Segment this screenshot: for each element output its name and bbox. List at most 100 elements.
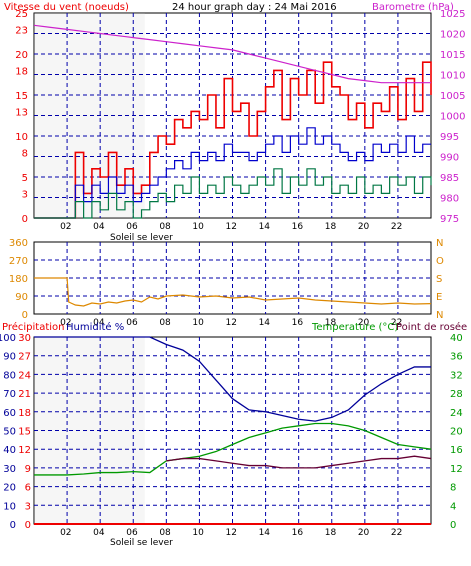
pressure-tick-label: 985 bbox=[440, 173, 459, 184]
precipitation-tick-label: 21 bbox=[18, 389, 31, 400]
wind-speed-tick-label: 0 bbox=[22, 214, 28, 225]
hour-tick-label: 14 bbox=[259, 222, 271, 232]
precipitation-tick-label: 12 bbox=[18, 445, 31, 456]
temperature-tick-label: 16 bbox=[450, 445, 463, 456]
hour-tick-label: 20 bbox=[358, 528, 370, 538]
humidity-axis-title: Humidité % bbox=[66, 321, 124, 333]
pressure-series bbox=[33, 24, 431, 84]
hour-tick-label: 18 bbox=[325, 222, 337, 232]
hour-tick-label: 22 bbox=[391, 222, 402, 232]
hour-tick-label: 18 bbox=[325, 318, 337, 328]
hour-tick-label: 12 bbox=[226, 318, 237, 328]
temperature-series bbox=[34, 422, 432, 476]
hour-tick-label: 16 bbox=[292, 222, 304, 232]
humidity-tick-label: 0 bbox=[10, 520, 16, 531]
direction-series bbox=[34, 277, 432, 307]
hour-tick-label: 14 bbox=[259, 318, 271, 328]
precipitation-tick-label: 9 bbox=[25, 464, 31, 475]
hour-tick-label: 10 bbox=[192, 528, 204, 538]
temperature-axis-title: Temperature (°C) bbox=[311, 322, 398, 333]
compass-tick-label: N bbox=[436, 238, 443, 249]
wind-speed-tick-label: 15 bbox=[15, 91, 28, 102]
humidity-tick-label: 30 bbox=[3, 464, 16, 475]
pressure-tick-label: 1015 bbox=[440, 50, 465, 61]
hour-tick-label: 08 bbox=[159, 528, 171, 538]
pressure-tick-label: 1025 bbox=[440, 9, 465, 20]
pressure-axis-title: Barometre (hPa) bbox=[372, 2, 454, 13]
temperature-tick-label: 36 bbox=[450, 352, 463, 363]
hour-tick-label: 02 bbox=[60, 528, 71, 538]
temperature-tick-label: 28 bbox=[450, 389, 463, 400]
wind-speed-tick-label: 3 bbox=[22, 189, 28, 200]
wind-speed-tick-label: 13 bbox=[15, 107, 28, 118]
compass-tick-label: N bbox=[436, 310, 443, 321]
gust-series bbox=[34, 61, 432, 219]
wind-pressure-panel: Vitesse du vent (noeuds) 24 hour graph d… bbox=[4, 2, 465, 243]
temperature-tick-label: 24 bbox=[450, 408, 463, 419]
compass-tick-label: O bbox=[436, 256, 444, 267]
hour-tick-label: 06 bbox=[126, 222, 138, 232]
pressure-tick-label: 1005 bbox=[440, 91, 465, 102]
pressure-tick-label: 980 bbox=[440, 194, 459, 205]
temperature-tick-label: 4 bbox=[450, 501, 456, 512]
wind_min-series bbox=[34, 168, 432, 219]
temperature-tick-label: 8 bbox=[450, 483, 456, 494]
humidity-tick-label: 80 bbox=[3, 370, 16, 381]
wind-speed-tick-label: 8 bbox=[22, 148, 28, 159]
wind-speed-tick-label: 23 bbox=[15, 25, 28, 36]
hour-tick-label: 02 bbox=[60, 222, 71, 232]
compass-tick-label: S bbox=[436, 274, 442, 285]
pressure-tick-label: 1010 bbox=[440, 71, 465, 82]
precipitation-tick-label: 0 bbox=[25, 520, 31, 531]
humidity-tick-label: 50 bbox=[3, 427, 16, 438]
dew-point-axis-title: Point de rosée bbox=[396, 321, 467, 333]
hour-tick-label: 14 bbox=[259, 528, 271, 538]
humidity-tick-label: 70 bbox=[3, 389, 16, 400]
precipitation-tick-label: 27 bbox=[18, 352, 31, 363]
direction-tick-label: 270 bbox=[9, 256, 28, 267]
temp-humidity-panel: Précipitation Humidité % Temperature (°C… bbox=[0, 321, 467, 548]
hour-tick-label: 22 bbox=[391, 318, 402, 328]
wind-speed-tick-label: 18 bbox=[15, 66, 28, 77]
humidity-tick-label: 90 bbox=[3, 352, 16, 363]
humidity-tick-label: 40 bbox=[3, 445, 16, 456]
temperature-tick-label: 40 bbox=[450, 333, 463, 344]
precipitation-tick-label: 6 bbox=[25, 483, 31, 494]
wind_avg-series bbox=[34, 127, 431, 219]
hour-tick-label: 20 bbox=[358, 318, 370, 328]
pressure-tick-label: 1000 bbox=[440, 112, 465, 123]
hour-tick-label: 12 bbox=[226, 222, 237, 232]
direction-tick-label: 360 bbox=[9, 238, 28, 249]
hour-tick-label: 10 bbox=[192, 318, 204, 328]
hour-tick-label: 04 bbox=[93, 528, 105, 538]
hour-tick-label: 16 bbox=[292, 528, 304, 538]
hour-tick-label: 06 bbox=[126, 318, 138, 328]
hour-tick-label: 10 bbox=[192, 222, 204, 232]
humidity-tick-label: 20 bbox=[3, 483, 16, 494]
precipitation-tick-label: 24 bbox=[18, 370, 31, 381]
hour-tick-label: 20 bbox=[358, 222, 370, 232]
sunrise-label: Soleil se lever bbox=[110, 233, 173, 243]
precipitation-tick-label: 15 bbox=[18, 427, 31, 438]
wind-speed-tick-label: 25 bbox=[15, 9, 28, 20]
wind-speed-tick-label: 5 bbox=[22, 173, 28, 184]
precipitation-tick-label: 18 bbox=[18, 408, 31, 419]
graph-title: 24 hour graph day : 24 Mai 2016 bbox=[172, 2, 337, 13]
pressure-tick-label: 1020 bbox=[440, 30, 465, 41]
hour-tick-label: 08 bbox=[159, 222, 171, 232]
hour-tick-label: 06 bbox=[126, 528, 138, 538]
hour-tick-label: 16 bbox=[292, 318, 304, 328]
precipitation-axis-title: Précipitation bbox=[2, 321, 65, 333]
temperature-tick-label: 12 bbox=[450, 464, 463, 475]
hour-tick-label: 12 bbox=[226, 528, 237, 538]
humidity-series bbox=[34, 336, 431, 422]
hour-tick-label: 18 bbox=[325, 528, 337, 538]
wind-speed-axis-title: Vitesse du vent (noeuds) bbox=[4, 2, 129, 13]
humidity-tick-label: 10 bbox=[3, 501, 16, 512]
compass-tick-label: E bbox=[436, 292, 442, 303]
hour-tick-label: 22 bbox=[391, 528, 402, 538]
temperature-tick-label: 20 bbox=[450, 427, 463, 438]
